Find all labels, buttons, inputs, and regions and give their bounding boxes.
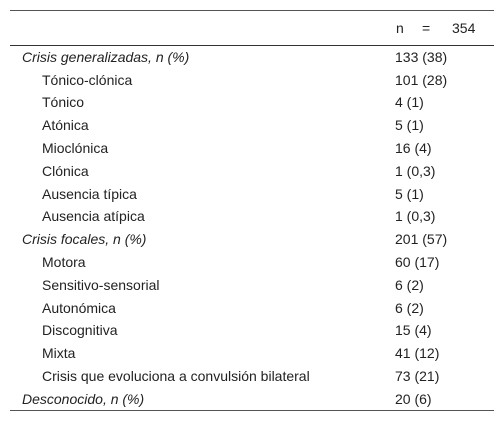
row-label: Mioclónica xyxy=(42,140,109,157)
row-label: Desconocido, n (%) xyxy=(10,387,395,411)
row-label: Motora xyxy=(42,254,86,271)
header-empty-cell xyxy=(10,10,395,46)
item-row: Clónica 1 (0,3) xyxy=(10,159,494,182)
row-label: Clónica xyxy=(42,162,89,179)
item-row: Sensitivo-sensorial 6 (2) xyxy=(10,273,494,296)
row-label: Ausencia típica xyxy=(42,185,137,202)
item-row: Mioclónica 16 (4) xyxy=(10,137,494,160)
header-n: n xyxy=(396,20,404,36)
table-header: n = 354 xyxy=(10,10,494,46)
item-row: Discognitiva 15 (4) xyxy=(10,319,494,342)
row-value: 6 (2) xyxy=(395,299,424,316)
row-label: Sensitivo-sensorial xyxy=(42,276,160,293)
row-value: 5 (1) xyxy=(395,185,424,202)
row-label: Crisis que evoluciona a convulsión bilat… xyxy=(42,368,310,385)
row-value: 5 (1) xyxy=(395,117,424,134)
header-row: n = 354 xyxy=(10,10,494,46)
row-label: Mixta xyxy=(42,345,76,362)
row-value: 73 (21) xyxy=(395,368,440,385)
row-label: Tónico-clónica xyxy=(42,71,133,88)
row-label: Discognitiva xyxy=(42,322,118,339)
item-row: Autonómica 6 (2) xyxy=(10,296,494,319)
row-value: 60 (17) xyxy=(395,254,440,271)
row-label: Tónico xyxy=(42,94,85,111)
item-row: Ausencia típica 5 (1) xyxy=(10,182,494,205)
group-row: Crisis focales, n (%) 201 (57) xyxy=(10,228,494,251)
item-row: Tónico 4 (1) xyxy=(10,91,494,114)
row-label: Crisis generalizadas, n (%) xyxy=(22,49,190,66)
group-row: Desconocido, n (%) 20 (6) xyxy=(10,387,494,411)
row-value: 133 (38) xyxy=(395,49,448,66)
header-eq: = xyxy=(422,20,431,36)
row-value: 15 (4) xyxy=(395,322,432,339)
row-value: 101 (28) xyxy=(395,71,448,88)
row-label: Autonómica xyxy=(42,299,116,316)
item-row: Ausencia atípica 1 (0,3) xyxy=(10,205,494,228)
header-total: 354 xyxy=(452,20,476,36)
header-cell: n = 354 xyxy=(395,10,494,46)
item-row: Motora 60 (17) xyxy=(10,251,494,274)
row-label: Crisis focales, n (%) xyxy=(22,231,147,248)
row-value: 4 (1) xyxy=(395,94,424,111)
row-label: Ausencia atípica xyxy=(42,208,145,225)
row-value: 20 (6) xyxy=(395,387,494,411)
row-label: Atónica xyxy=(42,117,89,134)
table-body: Crisis generalizadas, n (%) 133 (38) Tónic… xyxy=(10,46,494,411)
row-value: 41 (12) xyxy=(395,345,440,362)
item-row: Mixta 41 (12) xyxy=(10,342,494,365)
row-value: 1 (0,3) xyxy=(395,208,436,225)
row-value: 1 (0,3) xyxy=(395,162,436,179)
group-row: Crisis generalizadas, n (%) 133 (38) xyxy=(10,46,494,69)
item-row: Crisis que evoluciona a convulsión bilat… xyxy=(10,365,494,388)
data-table: n = 354 Crisis generalizadas, n (%) 133 (38… xyxy=(10,10,494,411)
row-value: 16 (4) xyxy=(395,140,432,157)
item-row: Tónico-clónica 101 (28) xyxy=(10,68,494,91)
row-value: 6 (2) xyxy=(395,276,424,293)
row-value: 201 (57) xyxy=(395,231,448,248)
item-row: Atónica 5 (1) xyxy=(10,114,494,137)
